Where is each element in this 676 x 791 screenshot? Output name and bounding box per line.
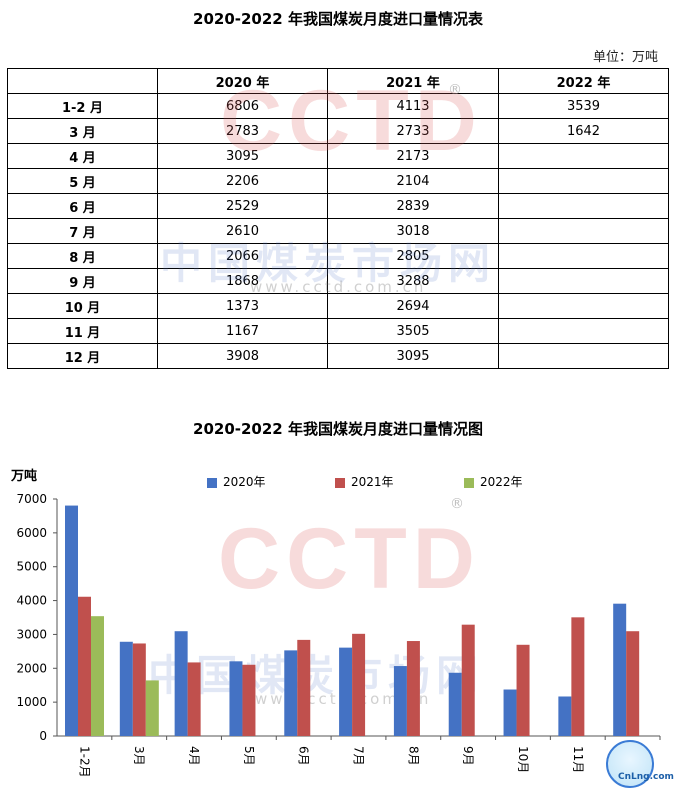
bar-2020年-6月: [284, 650, 298, 736]
table-cell: [498, 268, 669, 294]
row-label: 8 月: [7, 243, 158, 269]
site-logo-text: CnLng.com: [618, 772, 674, 782]
bar-2020年-11月: [558, 696, 572, 736]
bar-2020年-12月: [613, 603, 627, 736]
bar-2022年-1-2月: [91, 616, 104, 736]
row-label: 10 月: [7, 293, 158, 319]
table-header-row: 2020 年 2021 年 2022 年: [7, 68, 669, 94]
table-row: 9 月 1868 3288: [7, 268, 669, 294]
legend-item-2022: 2022年: [464, 473, 523, 490]
bar-2021年-5月: [242, 664, 256, 736]
table-row: 7 月 2610 3018: [7, 218, 669, 244]
x-tick-label: 6月: [297, 746, 311, 766]
table-cell: 4113: [327, 93, 499, 119]
y-tick-label: 6000: [16, 526, 47, 540]
x-tick-label: 3月: [132, 746, 146, 766]
bar-2020年-8月: [393, 666, 407, 736]
x-tick-label: 5月: [242, 746, 256, 766]
bar-2022年-3月: [145, 680, 159, 736]
table-cell: 3908: [157, 343, 328, 369]
bar-2020年-5月: [229, 661, 243, 736]
row-label: 7 月: [7, 218, 158, 244]
y-axis-label: 万吨: [10, 468, 37, 484]
y-tick-label: 1000: [16, 695, 47, 709]
bar-2020年-9月: [448, 672, 462, 736]
bar-2021年-1-2月: [78, 596, 91, 736]
unit-label: 单位：万吨: [592, 50, 658, 65]
table-cell: 2783: [157, 118, 328, 144]
table-cell: 3095: [157, 143, 328, 169]
table-cell: 2529: [157, 193, 328, 219]
bar-2020年-1-2月: [65, 505, 78, 736]
y-tick-label: 4000: [16, 594, 47, 608]
table-cell: 1167: [157, 318, 328, 344]
x-tick-label: 9月: [461, 746, 475, 766]
chart-title: 2020-2022 年我国煤炭月度进口量情况图: [193, 420, 483, 438]
import-table: 2020 年 2021 年 2022 年 1-2 月 6806 4113 3539 3 …: [7, 68, 669, 369]
x-tick-label: 1-2月: [77, 746, 91, 778]
y-tick-label: 3000: [16, 627, 47, 641]
table-cell: 3018: [327, 218, 499, 244]
bar-2021年-8月: [406, 641, 420, 736]
x-tick-label: 10月: [516, 746, 530, 773]
y-tick-label: 7000: [16, 492, 47, 506]
bar-2020年-4月: [174, 631, 188, 736]
row-label: 11 月: [7, 318, 158, 344]
table-row: 12 月 3908 3095: [7, 343, 669, 369]
legend-swatch: [335, 477, 345, 488]
y-tick-label: 5000: [16, 560, 47, 574]
table-cell: 2610: [157, 218, 328, 244]
site-logo: [606, 740, 654, 788]
bar-2021年-10月: [516, 644, 530, 736]
bar-2020年-3月: [119, 641, 133, 736]
bar-2021年-9月: [461, 624, 475, 736]
legend-item-2020: 2020年: [207, 473, 266, 490]
table-cell: 2839: [327, 193, 499, 219]
table-cell: [498, 143, 669, 169]
table-cell: [498, 343, 669, 369]
table-cell: [498, 293, 669, 319]
row-label: 12 月: [7, 343, 158, 369]
y-tick-label: 0: [39, 729, 47, 743]
y-tick-label: 2000: [16, 661, 47, 675]
table-cell: [498, 168, 669, 194]
table-row: 1-2 月 6806 4113 3539: [7, 93, 669, 119]
table-cell: 1642: [498, 118, 669, 144]
table-cell: 2733: [327, 118, 499, 144]
table-title: 2020-2022 年我国煤炭月度进口量情况表: [193, 10, 483, 28]
bar-2021年-4月: [187, 662, 201, 736]
bar-2021年-11月: [571, 617, 585, 736]
x-tick-label: 11月: [571, 746, 585, 773]
table-cell: [498, 318, 669, 344]
table-header-cell: 2021 年: [327, 68, 499, 94]
table-cell: 3539: [498, 93, 669, 119]
table-cell: 3095: [327, 343, 499, 369]
bar-2021年-7月: [352, 633, 366, 736]
table-row: 8 月 2066 2805: [7, 243, 669, 269]
table-header-cell: 2022 年: [498, 68, 669, 94]
legend-item-2021: 2021年: [335, 473, 394, 490]
legend-swatch: [464, 477, 474, 488]
x-tick-label: 8月: [406, 746, 420, 766]
table-cell: 3505: [327, 318, 499, 344]
table-row: 5 月 2206 2104: [7, 168, 669, 194]
x-tick-label: 4月: [187, 746, 201, 766]
bar-2020年-7月: [339, 647, 353, 736]
bar-2021年-12月: [626, 631, 640, 736]
table-header-cell: 2020 年: [157, 68, 328, 94]
table-cell: [498, 218, 669, 244]
table-row: 11 月 1167 3505: [7, 318, 669, 344]
bar-2020年-10月: [503, 689, 517, 736]
legend-swatch: [207, 477, 217, 488]
table-cell: 2066: [157, 243, 328, 269]
x-tick-label: 7月: [352, 746, 366, 766]
row-label: 5 月: [7, 168, 158, 194]
bar-2021年-6月: [297, 639, 311, 736]
bar-2021年-3月: [132, 643, 146, 736]
